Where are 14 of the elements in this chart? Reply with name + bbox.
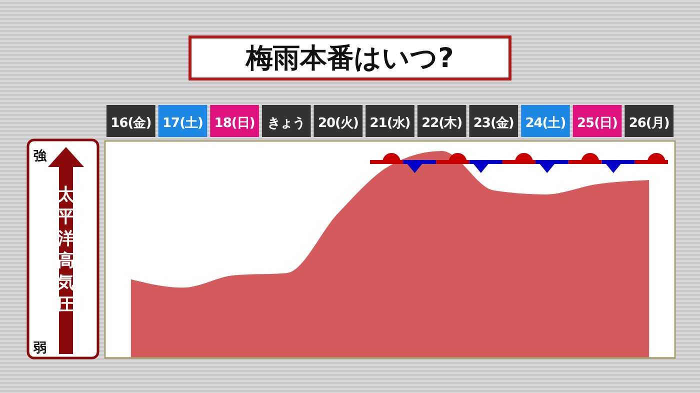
x-tick-label: きょう xyxy=(268,116,306,131)
x-tick-label: 18(日) xyxy=(214,116,255,131)
x-tick-label: 23(金) xyxy=(473,116,514,131)
x-tick-label: 22(木) xyxy=(422,116,462,131)
chart-title: 梅雨本番はいつ? xyxy=(245,43,454,74)
x-tick-label: 20(火) xyxy=(318,116,358,131)
x-tick-label: 24(土) xyxy=(525,116,566,131)
x-tick-label: 26(月) xyxy=(628,116,670,131)
text: 弱 xyxy=(32,341,46,356)
x-tick-label: 16(金) xyxy=(110,116,152,131)
x-tick-label: 25(日) xyxy=(577,116,618,131)
x-tick-label: 17(土) xyxy=(162,116,203,131)
x-tick-label: 21(水) xyxy=(370,116,410,131)
text: 強 xyxy=(34,148,48,164)
